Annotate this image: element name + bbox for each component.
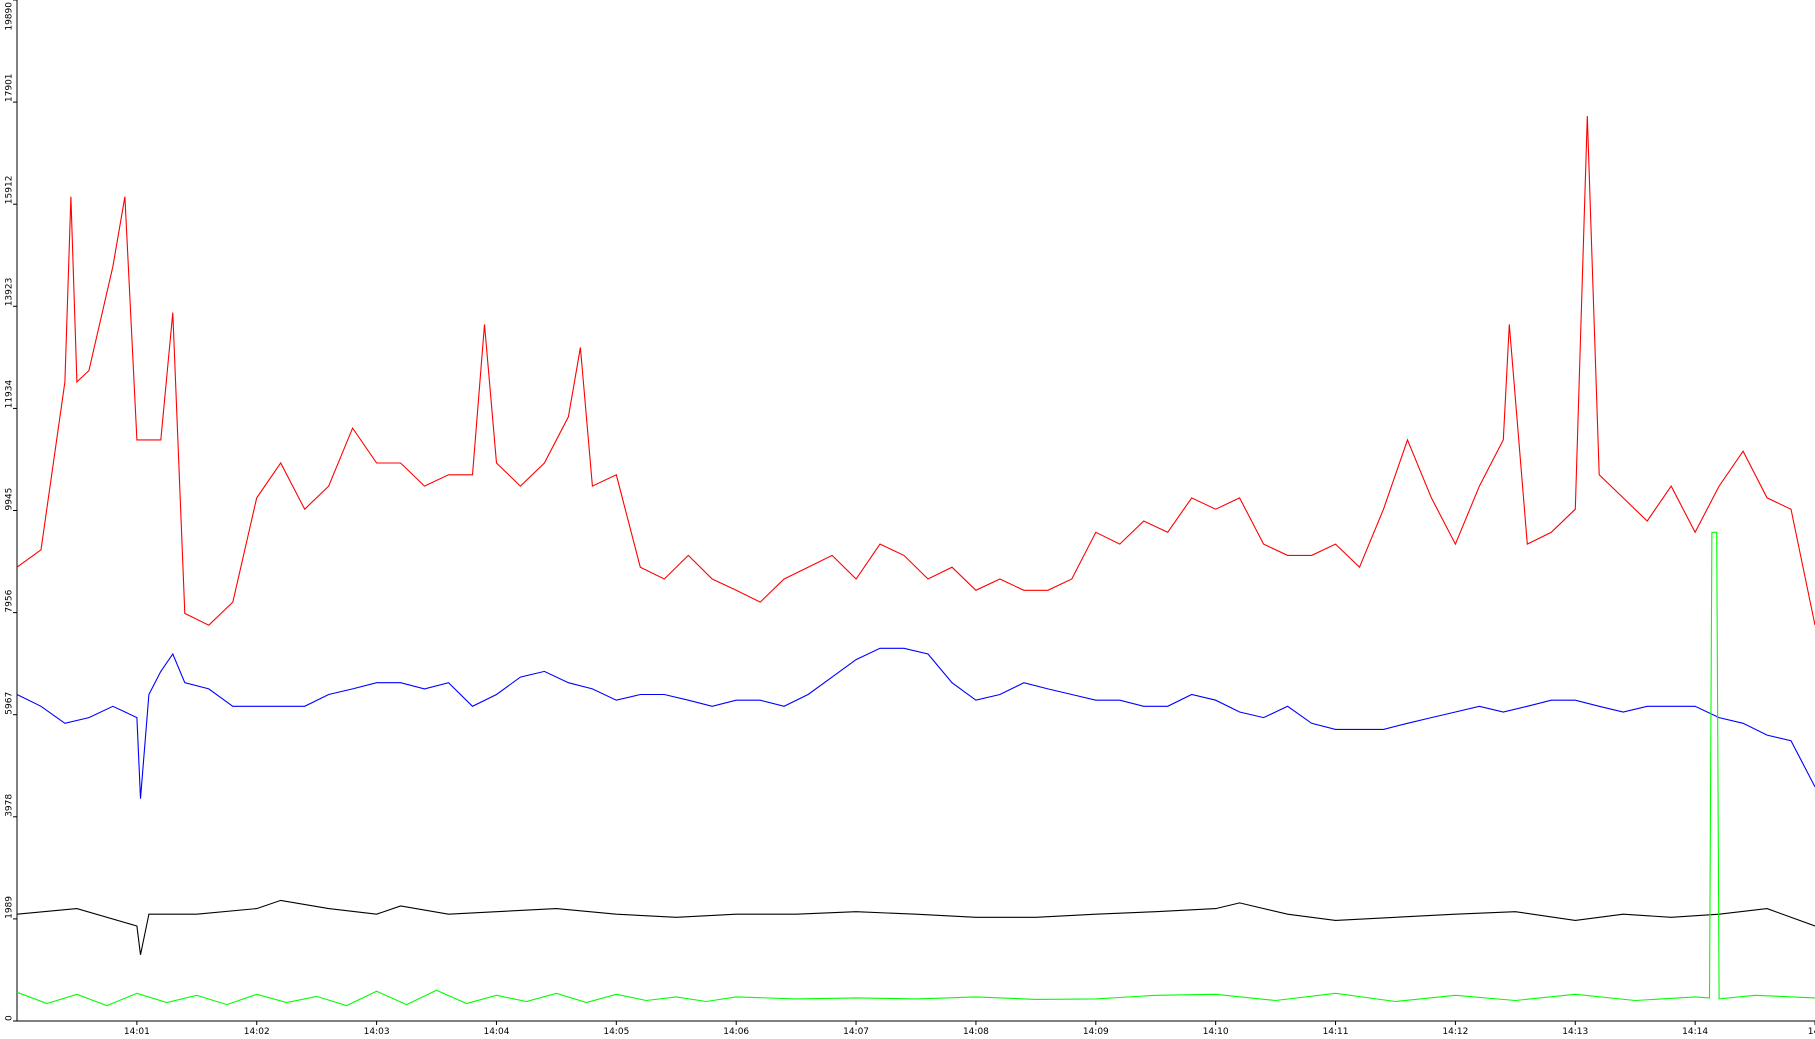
series-line xyxy=(16,647,1815,799)
x-tick-label: 14:14 xyxy=(1682,1027,1708,1037)
series-line xyxy=(16,115,1815,626)
x-tick-label: 14:01 xyxy=(124,1027,150,1037)
x-tick-label: 14:11 xyxy=(1323,1027,1349,1037)
y-tick-label: 3978 xyxy=(5,794,15,817)
x-tick-label: 14: xyxy=(1808,1027,1815,1037)
x-tick-label: 14:03 xyxy=(364,1027,390,1037)
x-tick-label: 14:12 xyxy=(1442,1027,1468,1037)
x-tick-label: 14:06 xyxy=(723,1027,749,1037)
series-line xyxy=(16,899,1815,955)
x-tick-label: 14:04 xyxy=(483,1027,509,1037)
y-tick-label: 17901 xyxy=(5,73,15,102)
y-tick-label: 0 xyxy=(5,1015,15,1021)
y-tick-label: 11934 xyxy=(5,379,15,408)
x-tick-label: 14:10 xyxy=(1203,1027,1229,1037)
y-tick-label: 5967 xyxy=(5,692,15,715)
x-tick-label: 14:07 xyxy=(843,1027,869,1037)
y-tick-label: 7956 xyxy=(5,589,15,612)
x-tick-label: 14:09 xyxy=(1083,1027,1109,1037)
x-tick-label: 14:05 xyxy=(603,1027,629,1037)
y-tick-label: 15912 xyxy=(5,176,15,205)
x-tick-label: 14:02 xyxy=(244,1027,270,1037)
y-tick-label: 19890 xyxy=(5,2,15,31)
x-tick-label: 14:08 xyxy=(963,1027,989,1037)
x-tick-label: 14:13 xyxy=(1562,1027,1588,1037)
y-tick-label: 1989 xyxy=(5,896,15,919)
y-tick-label: 13923 xyxy=(5,278,15,307)
series-line xyxy=(16,531,1815,1007)
y-tick-label: 9945 xyxy=(5,488,15,511)
